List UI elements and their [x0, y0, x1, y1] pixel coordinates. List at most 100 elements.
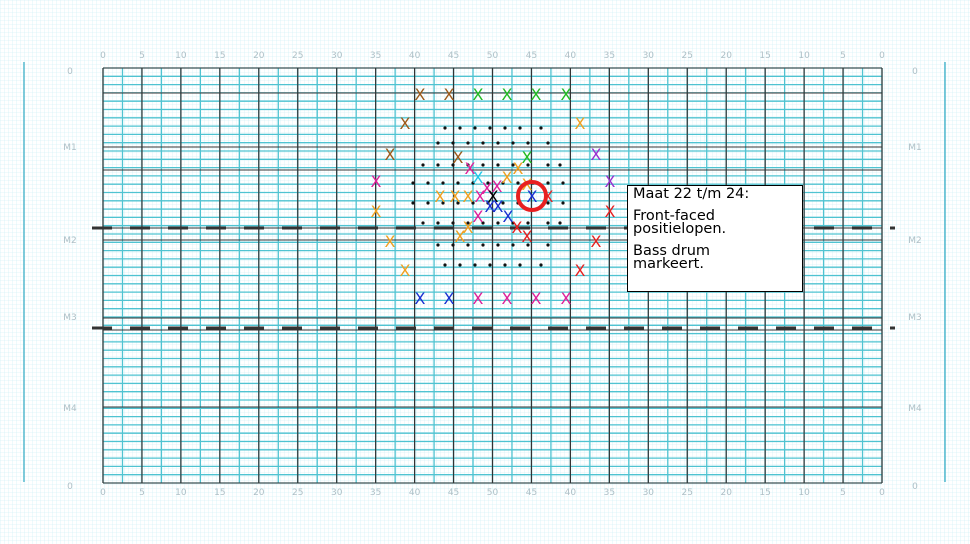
performer-marker-blue: X — [444, 289, 455, 308]
row-label-left: M2 — [63, 236, 77, 246]
position-dot — [451, 221, 455, 225]
yard-label-bottom: 10 — [798, 488, 810, 498]
position-dot — [481, 163, 485, 167]
position-dot — [511, 243, 515, 247]
note-line-3: Bass drum markeert. — [633, 243, 711, 272]
performer-marker-brown: X — [453, 148, 464, 167]
position-dot — [436, 221, 440, 225]
performer-marker-cyan: X — [473, 168, 484, 187]
position-dot — [466, 221, 470, 225]
hash-dashes — [92, 226, 895, 330]
performer-marker-magenta: X — [482, 179, 493, 198]
position-dot — [546, 243, 550, 247]
performer-marker-orange: X — [450, 187, 461, 206]
position-dot — [411, 201, 415, 205]
yard-label-bottom: 40 — [409, 488, 421, 498]
position-dot — [518, 263, 522, 267]
position-dot — [488, 263, 492, 267]
position-dot — [526, 243, 530, 247]
position-dot — [421, 163, 425, 167]
row-label-right: 0 — [912, 482, 918, 492]
performer-marker-magenta: X — [561, 289, 572, 308]
performer-marker-green: X — [473, 85, 484, 104]
position-dot — [426, 181, 430, 185]
yard-label-top: 35 — [604, 51, 615, 61]
position-dot — [526, 141, 530, 145]
position-dot — [546, 163, 550, 167]
position-dot — [496, 163, 500, 167]
position-dot — [546, 201, 550, 205]
instruction-note: Maat 22 t/m 24: Front-faced positielopen… — [627, 185, 803, 292]
position-dot — [473, 126, 477, 130]
yard-label-top: 10 — [798, 51, 810, 61]
performer-marker-brown: X — [415, 85, 426, 104]
yard-label-top: 0 — [100, 51, 106, 61]
performer-marker-red: X — [591, 232, 602, 251]
position-dot — [466, 243, 470, 247]
performer-marker-brown: X — [444, 85, 455, 104]
position-dot — [501, 201, 505, 205]
yard-label-bottom: 45 — [448, 488, 459, 498]
yard-label-bottom: 15 — [759, 488, 770, 498]
yard-label-top: 30 — [331, 51, 343, 61]
performer-marker-magenta: X — [502, 289, 513, 308]
note-line-2: Front-faced positielopen. — [633, 208, 727, 237]
yard-label-bottom: 25 — [682, 488, 693, 498]
position-dot — [539, 263, 543, 267]
yard-label-top: 25 — [292, 51, 303, 61]
row-label-right: M2 — [908, 236, 922, 246]
position-dot — [421, 221, 425, 225]
performer-marker-orange: X — [463, 187, 474, 206]
yard-label-top: 40 — [565, 51, 577, 61]
yard-label-top: 50 — [487, 51, 499, 61]
performer-marker-magenta: X — [465, 159, 476, 178]
yard-label-bottom: 35 — [370, 488, 381, 498]
position-dot — [516, 181, 520, 185]
row-label-left: 0 — [67, 67, 73, 77]
yard-label-top: 0 — [879, 51, 885, 61]
performer-marker-orange: X — [463, 218, 474, 237]
note-title: Maat 22 t/m 24: — [633, 186, 750, 202]
yard-label-top: 35 — [370, 51, 381, 61]
position-dot — [456, 201, 460, 205]
position-dot — [511, 141, 515, 145]
position-dot — [471, 181, 475, 185]
performer-marker-red: X — [605, 202, 616, 221]
performer-marker-green: X — [561, 85, 572, 104]
performer-marker-purple: X — [605, 172, 616, 191]
position-dot — [501, 181, 505, 185]
position-dot — [441, 181, 445, 185]
performer-marker-orange: X — [435, 187, 446, 206]
position-dot — [486, 181, 490, 185]
position-dot — [561, 181, 565, 185]
position-dot — [558, 163, 562, 167]
performer-marker-magenta: X — [473, 207, 484, 226]
performer-marker-red: X — [512, 218, 523, 237]
row-label-left: M4 — [63, 404, 77, 414]
performer-marker-orange: X — [400, 261, 411, 280]
position-dot — [451, 141, 455, 145]
position-dot — [443, 263, 447, 267]
position-dot — [443, 126, 447, 130]
sideline-marks — [23, 62, 946, 482]
position-dot — [511, 221, 515, 225]
position-dot — [546, 221, 550, 225]
yard-label-bottom: 25 — [292, 488, 303, 498]
row-label-right: M1 — [908, 143, 922, 153]
performer-marker-orange: X — [502, 168, 513, 187]
yard-label-top: 30 — [643, 51, 655, 61]
yard-label-bottom: 50 — [487, 488, 499, 498]
yard-label-bottom: 20 — [253, 488, 265, 498]
performer-marker-black: X — [488, 187, 499, 206]
yard-label-bottom: 15 — [214, 488, 225, 498]
yard-label-top: 45 — [526, 51, 537, 61]
position-dot — [539, 126, 543, 130]
position-dot — [518, 126, 522, 130]
position-dot — [546, 181, 550, 185]
row-label-right: M3 — [908, 313, 922, 323]
position-dot — [426, 201, 430, 205]
performer-marker-blue: X — [415, 289, 426, 308]
yard-label-bottom: 20 — [720, 488, 732, 498]
